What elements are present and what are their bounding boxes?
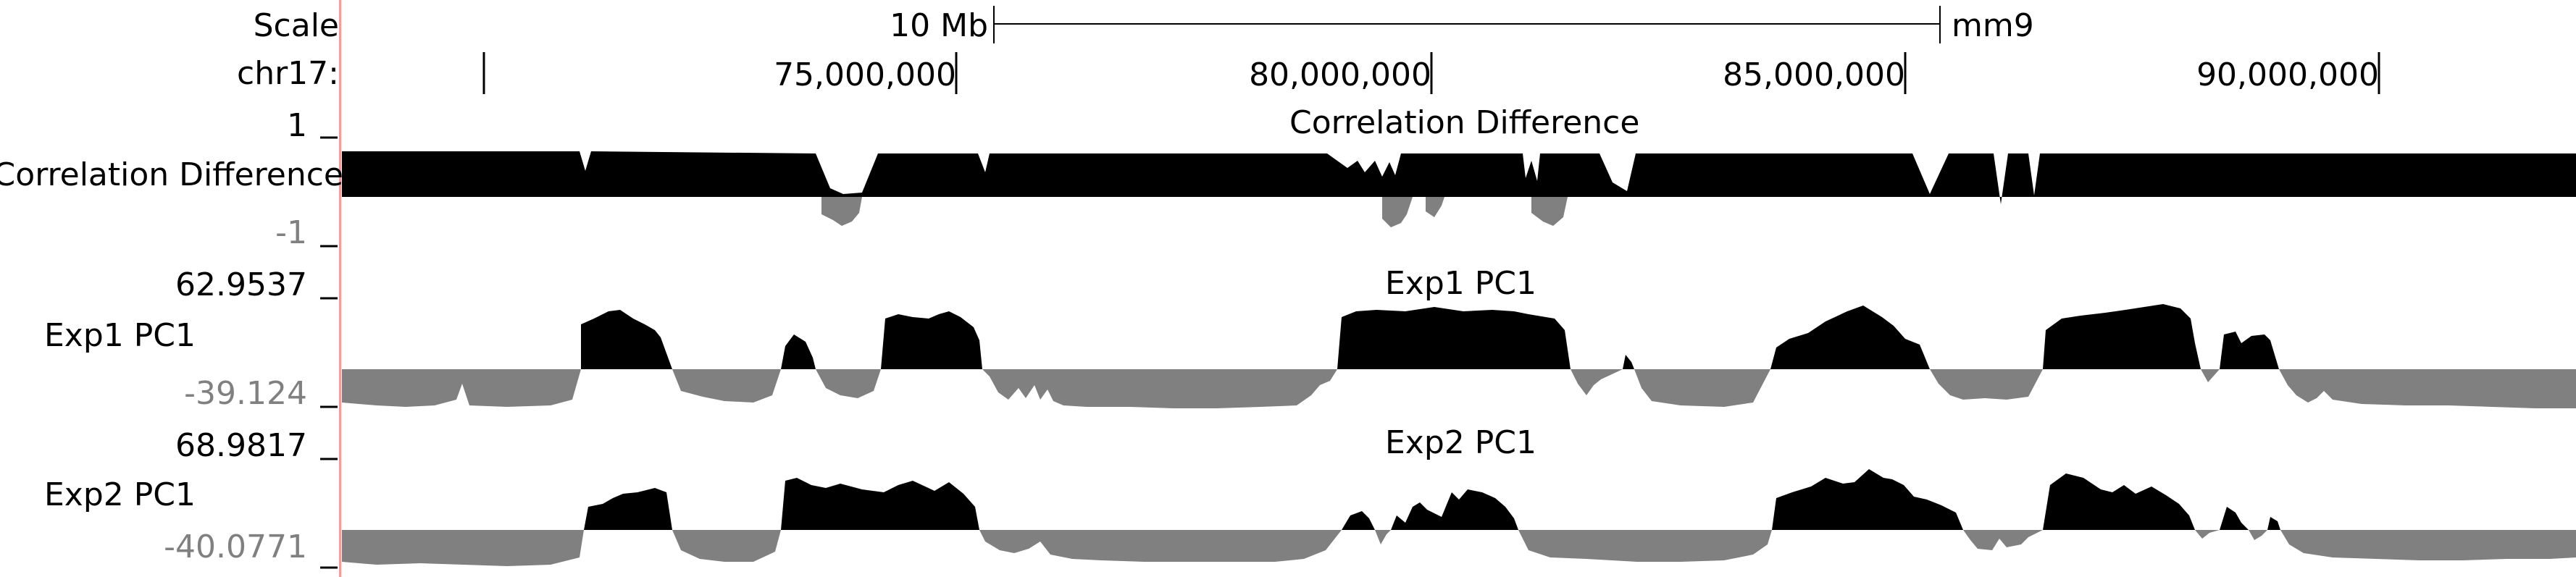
position-label-75mb: 75,000,000 [774, 56, 956, 93]
track-max-label: 68.9817 [175, 427, 307, 464]
scale-bar [993, 6, 1941, 43]
label-tick-marks [320, 136, 338, 569]
track-title: Exp1 PC1 [1385, 265, 1536, 302]
track-max-label: 62.9537 [175, 266, 307, 303]
track-exp1-pc1-plot[interactable] [342, 304, 2576, 408]
negative-signal [342, 369, 2576, 408]
track-exp2-pc1-plot[interactable] [342, 469, 2576, 566]
position-ticks [482, 52, 2380, 94]
track-correlation-difference-plot[interactable] [342, 151, 2576, 227]
position-label-80mb: 80,000,000 [1249, 56, 1431, 93]
label-data-separator [339, 0, 341, 577]
track-name-label[interactable]: Exp2 PC1 [44, 476, 196, 513]
scale-label: Scale [253, 7, 339, 44]
track-min-label: -39.124 [184, 375, 307, 412]
position-label-85mb: 85,000,000 [1723, 56, 1905, 93]
track-name-label[interactable]: Exp1 PC1 [44, 317, 196, 354]
track-max-label: 1 [287, 107, 307, 144]
track-min-label: -40.0771 [164, 528, 307, 565]
positive-signal [584, 469, 2280, 530]
track-name-label[interactable]: Correlation Difference [0, 156, 343, 193]
chrom-label: chr17: [237, 55, 339, 92]
position-label-90mb: 90,000,000 [2196, 56, 2379, 93]
track-min-label: -1 [275, 214, 307, 251]
positive-signal [342, 151, 2576, 204]
assembly-label: mm9 [1952, 7, 2034, 44]
track-title: Correlation Difference [1289, 104, 1640, 141]
positive-signal [581, 304, 2279, 369]
track-title: Exp2 PC1 [1385, 424, 1536, 461]
negative-signal [821, 197, 1568, 227]
scale-bar-label: 10 Mb [890, 7, 988, 44]
negative-signal [342, 530, 2576, 566]
